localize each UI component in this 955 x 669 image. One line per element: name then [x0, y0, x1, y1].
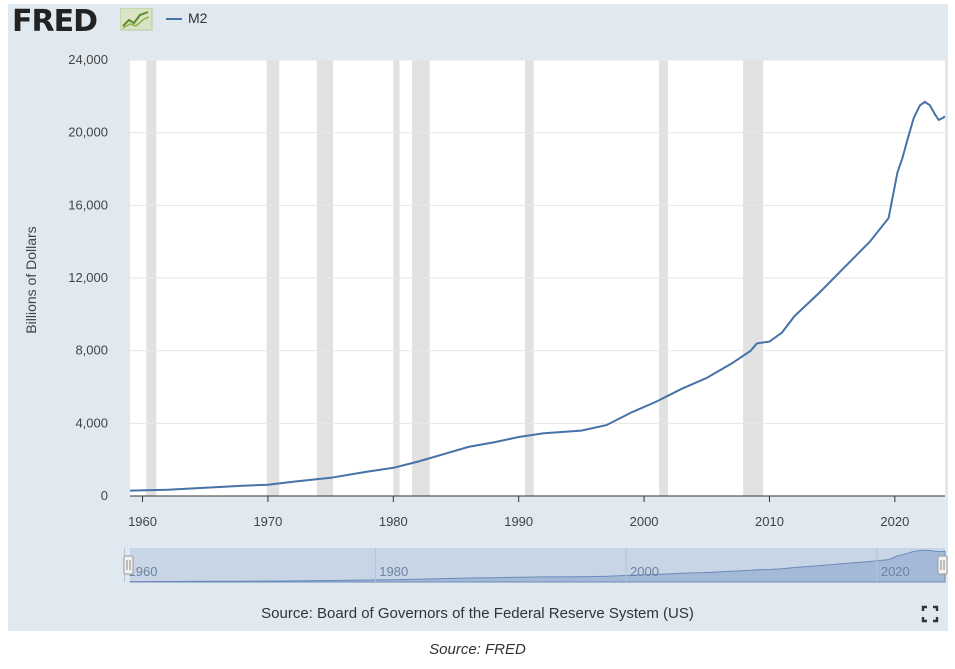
- legend[interactable]: M2: [166, 10, 207, 26]
- navigator-tick-label: 2020: [881, 564, 910, 579]
- navigator[interactable]: 1960 1980 2000 2020: [123, 548, 948, 583]
- x-tick-label: 2000: [630, 514, 659, 529]
- x-tick-label: 1990: [504, 514, 533, 529]
- x-tick-label: 1970: [253, 514, 282, 529]
- y-axis-label: Billions of Dollars: [23, 226, 39, 333]
- y-tick-label: 16,000: [68, 197, 108, 212]
- navigator-tick-label: 1980: [379, 564, 408, 579]
- fred-logo: FRED: [12, 4, 98, 39]
- series-line-m2: [129, 100, 946, 492]
- y-tick-label: 0: [101, 488, 108, 503]
- y-tick-label: 8,000: [75, 343, 108, 358]
- y-tick-label: 20,000: [68, 125, 108, 140]
- source-text: Source: Board of Governors of the Federa…: [261, 605, 694, 622]
- legend-swatch-m2: [166, 18, 182, 21]
- navigator-tick-label: 2000: [630, 564, 659, 579]
- y-tick-label: 12,000: [68, 270, 108, 285]
- navigator-tick-label: 1960: [129, 564, 158, 579]
- fullscreen-icon[interactable]: [921, 605, 939, 623]
- navigator-handle-left[interactable]: [123, 555, 134, 575]
- legend-label-m2: M2: [188, 10, 208, 26]
- y-tick-label: 24,000: [68, 52, 108, 67]
- image-caption: Source: FRED: [429, 641, 526, 658]
- x-axis-ticks: 1960 1970 1980 1990 2000 2010 2020: [128, 496, 909, 529]
- navigator-handle-right[interactable]: [937, 555, 948, 575]
- navigator-area: [129, 549, 946, 583]
- x-tick-label: 2020: [880, 514, 909, 529]
- y-tick-label: 4,000: [75, 415, 108, 430]
- x-tick-label: 2010: [755, 514, 784, 529]
- x-tick-label: 1960: [128, 514, 157, 529]
- x-tick-label: 1980: [379, 514, 408, 529]
- y-axis-ticks: 0 4,000 8,000 12,000 16,000 20,000 24,000: [68, 52, 108, 503]
- gridlines: [130, 59, 945, 424]
- logo-graph-icon: [120, 8, 153, 31]
